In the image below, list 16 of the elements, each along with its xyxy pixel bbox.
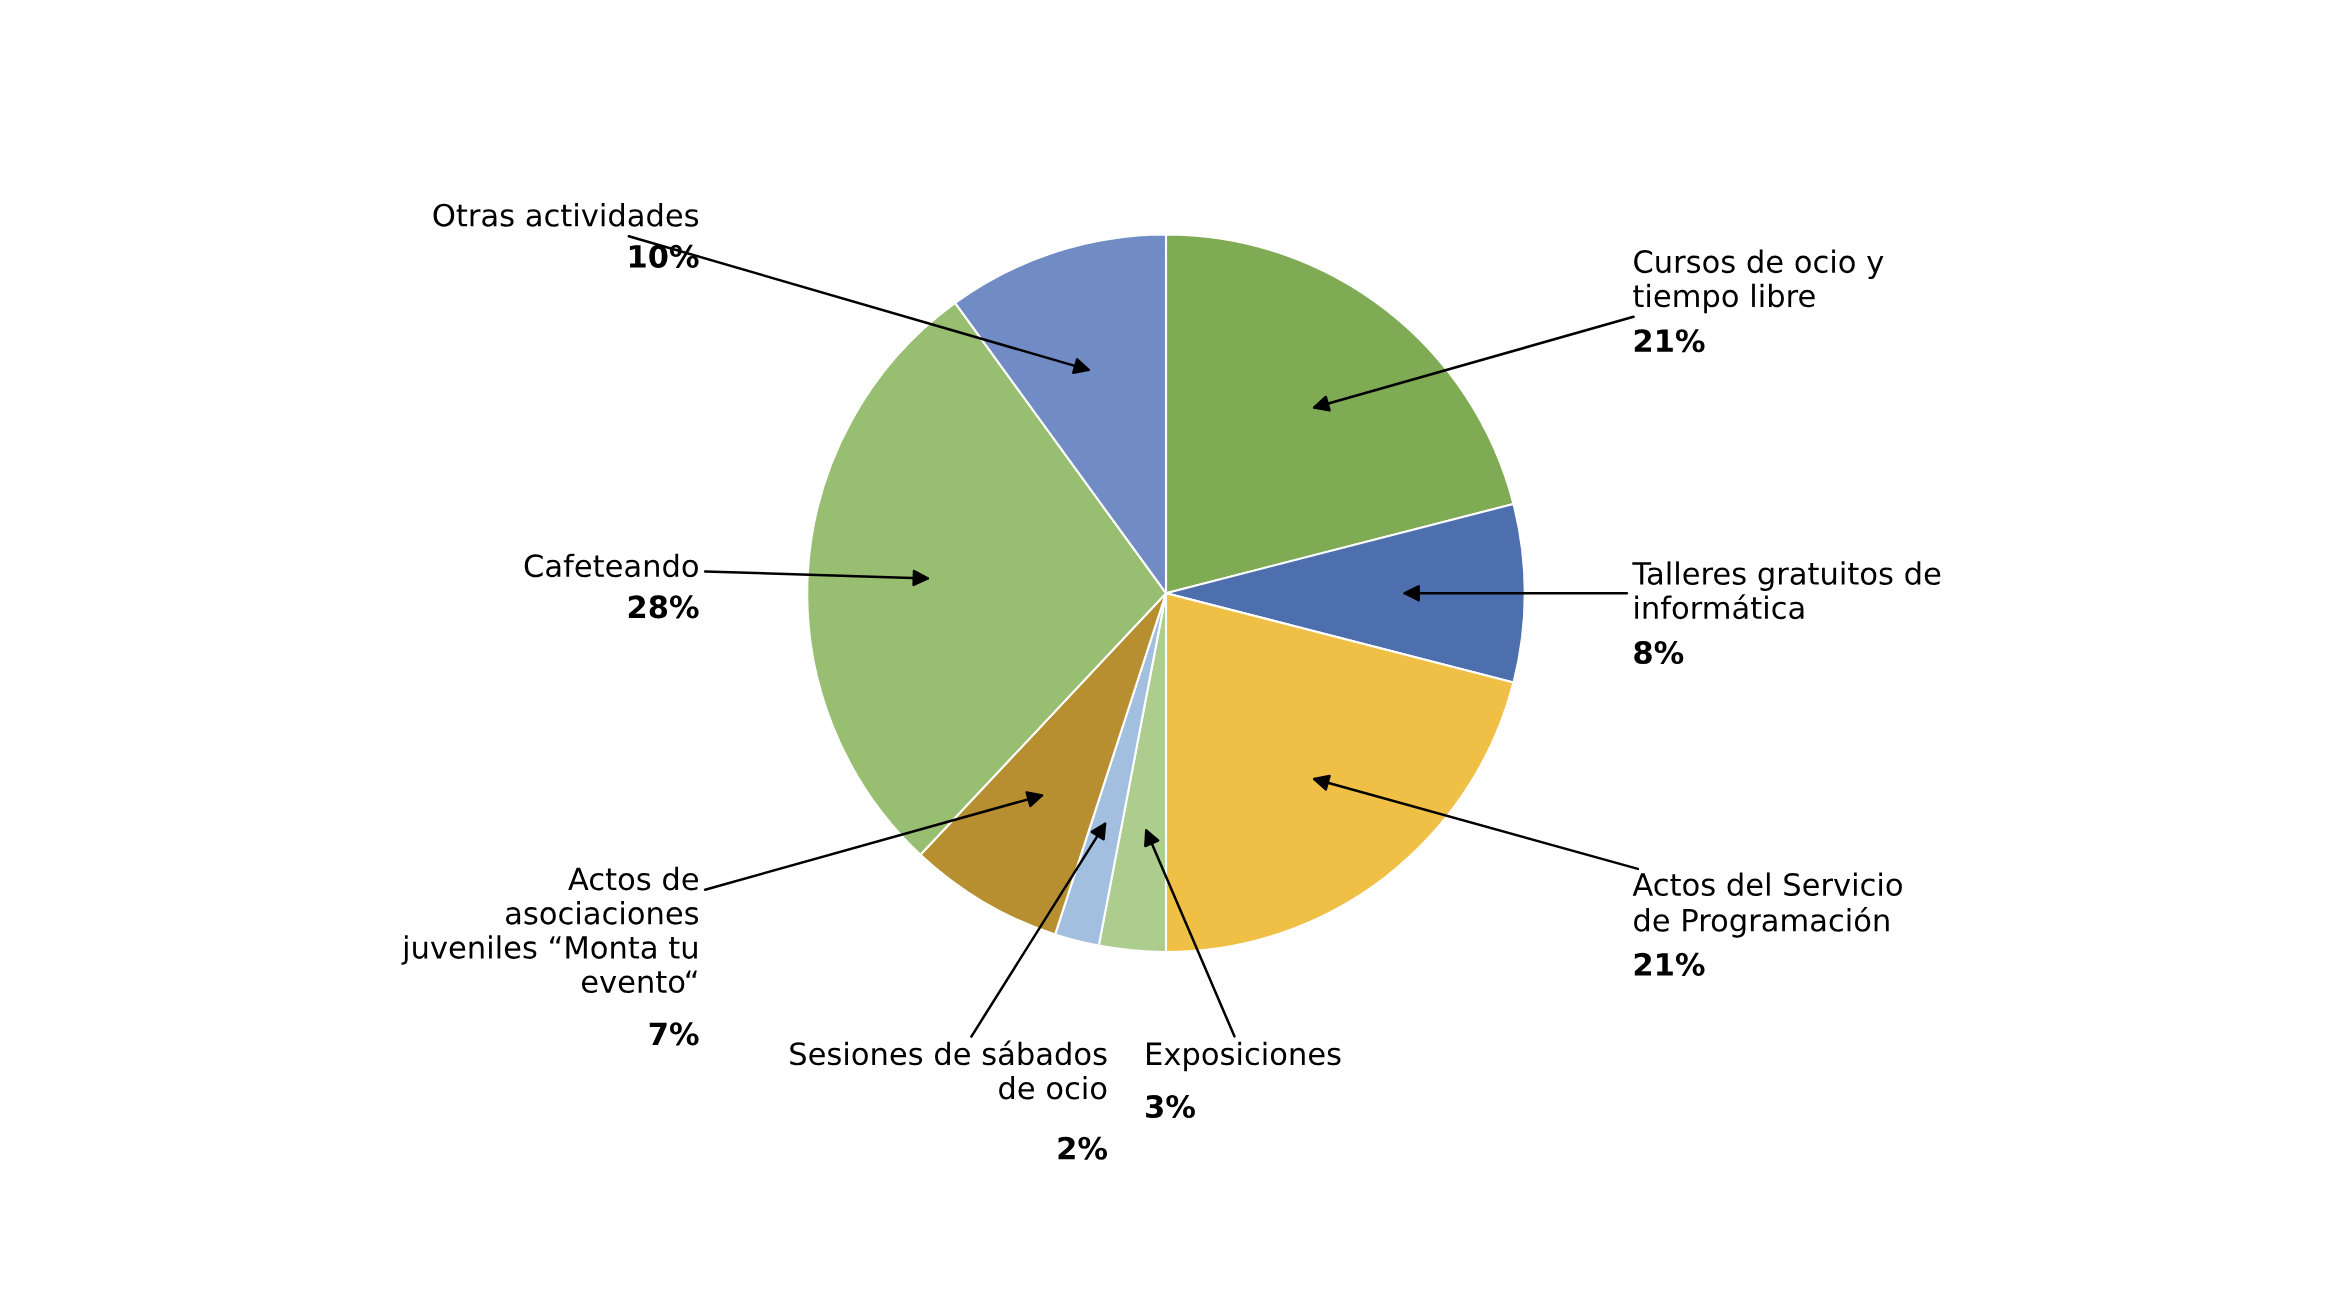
- data-label: 8%: [1634, 640, 1684, 665]
- slice-label: Actos de asociaciones juveniles “Monta tu evento“: [401, 866, 699, 994]
- data-label: 21%: [1634, 952, 1705, 976]
- data-label: 7%: [649, 1022, 699, 1046]
- data-label: 21%: [1634, 329, 1705, 353]
- slice-label: Cafeteando: [524, 553, 698, 578]
- data-label: 10%: [629, 244, 699, 268]
- data-label: 2%: [1058, 1136, 1108, 1160]
- slice-label: Cursos de ocio y tiempo libre: [1633, 249, 1884, 314]
- slice-label: Otras actividades: [433, 203, 699, 227]
- slice-label: Actos del Servicio de Programación: [1632, 872, 1902, 938]
- slice-label: Talleres gratuitos de informática: [1632, 561, 1941, 620]
- data-label: 3%: [1146, 1094, 1195, 1119]
- slice-label: Exposiciones: [1147, 1041, 1341, 1072]
- data-label: 28%: [628, 595, 699, 619]
- slice-label: Sesiones de sábados de ocio: [790, 1040, 1107, 1100]
